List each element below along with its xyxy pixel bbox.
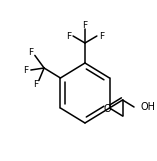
Text: O: O [104, 104, 111, 114]
Text: F: F [24, 66, 29, 75]
Text: F: F [33, 80, 38, 89]
Text: F: F [29, 48, 34, 57]
Text: F: F [82, 20, 88, 29]
Text: OH: OH [141, 102, 156, 112]
Text: F: F [99, 32, 104, 41]
Text: F: F [66, 32, 71, 41]
